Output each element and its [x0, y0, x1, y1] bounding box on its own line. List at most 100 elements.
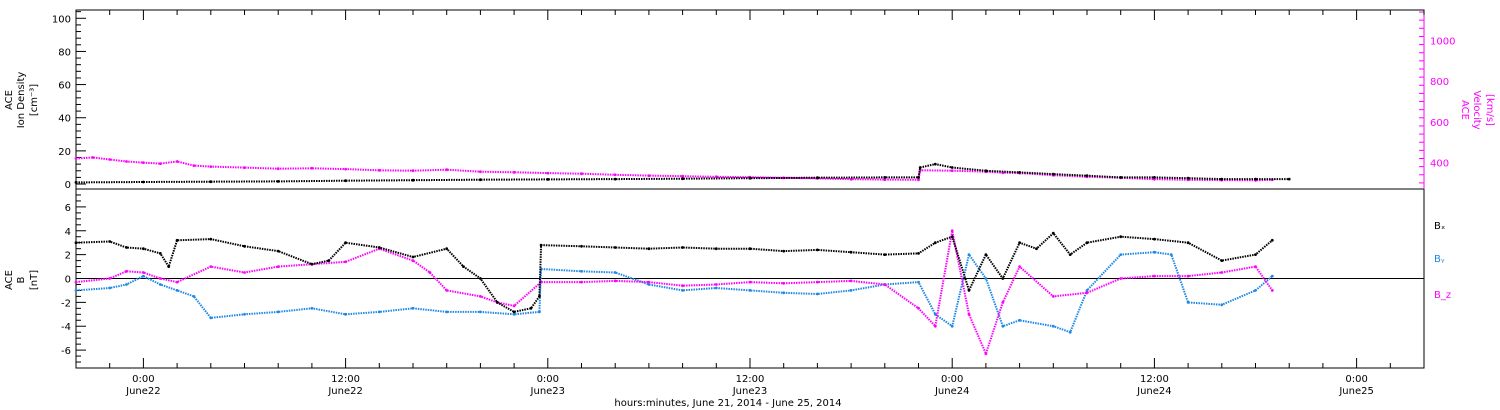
b-field-tick-label: 6 [65, 203, 71, 214]
date-tick-label: June22 [327, 386, 363, 397]
bx-series-point [1254, 253, 1257, 256]
by-series-point [1270, 274, 1274, 278]
by-series-point [1119, 253, 1123, 256]
velocity-series-point [512, 170, 516, 174]
density-series-point [816, 176, 819, 180]
bx-series-point [445, 247, 449, 251]
velocity-axis-ticks: 400 600 800 1000 [1419, 10, 1455, 189]
by-series-point [950, 324, 954, 328]
bx-series-point [479, 277, 482, 280]
bx-series-point [243, 244, 246, 248]
velocity-series-point [445, 168, 449, 172]
bx-series-point [681, 246, 684, 249]
velocity-series-point [125, 160, 128, 163]
bx-series-point [647, 247, 651, 251]
density-tick-label: 100 [52, 14, 71, 25]
date-tick-label: June23 [732, 386, 768, 397]
velocity-tick-label: 800 [1430, 77, 1449, 88]
density-series-point [1254, 177, 1257, 181]
by-series-point [782, 291, 786, 295]
density-tick-label: 60 [58, 81, 71, 92]
bx-series-point [714, 247, 718, 251]
bx-series-point [984, 253, 988, 256]
velocity-series-point [580, 172, 583, 176]
legend-bz: B_z [1434, 290, 1451, 301]
bx-series-point [276, 249, 280, 253]
b-field-axis-ticks: -6 -4 -2 0 2 4 6 [61, 194, 1424, 363]
velocity-series-point [377, 168, 381, 172]
density-series-point [613, 177, 617, 181]
bz-series-point [1001, 301, 1005, 304]
bz-series-point [1220, 271, 1224, 274]
density-series-point [984, 169, 988, 173]
velocity-axis-label-line2: Velocity [1471, 90, 1482, 129]
bz-series-point [445, 289, 449, 292]
b-field-axis-label-line2: B [16, 276, 27, 283]
b-field-axis-label-line1: ACE [4, 270, 15, 290]
density-series-point [1220, 177, 1224, 181]
bx-series-point [580, 244, 583, 248]
bx-series-point [462, 265, 465, 268]
bx-series-point [613, 246, 617, 249]
by-series-point [613, 271, 617, 274]
bz-series-point [344, 260, 347, 264]
velocity-series-point [681, 174, 684, 178]
bz-series-point [411, 259, 415, 262]
bz-series-point [681, 284, 684, 288]
bx-series-point [1153, 237, 1156, 241]
b-field-tick-label: 0 [65, 275, 71, 286]
by-series-point [1153, 250, 1156, 254]
by-series-point [580, 269, 583, 273]
velocity-series-point [647, 174, 651, 178]
time-axis-label: hours:minutes, June 21, 2014 - June 25, … [614, 398, 841, 409]
bx-series-point [1001, 277, 1005, 280]
bx-series-point [344, 241, 347, 245]
bz-series-point [74, 280, 78, 284]
top-panel-frame [75, 9, 1425, 190]
velocity-series-point [209, 165, 213, 169]
velocity-series-point [243, 166, 246, 170]
by-series-point [74, 289, 78, 292]
density-axis-label-line2: Ion Density [16, 72, 27, 129]
bx-series-point [175, 238, 179, 242]
time-axis-ticks: 0:00June2212:00June220:00June2312:00June… [75, 10, 1425, 397]
bz-series-point [125, 269, 128, 273]
bx-series-point [1270, 238, 1274, 242]
bz-series-point [580, 280, 583, 284]
density-series-point [1287, 177, 1291, 181]
bz-series-point [1186, 274, 1190, 278]
density-axis-title: ACE Ion Density [cm⁻³] [4, 72, 40, 129]
bz-series-point [428, 271, 432, 274]
density-series-point [276, 180, 280, 183]
velocity-series-point [192, 164, 196, 168]
by-series-point [681, 289, 684, 292]
by-series-point [647, 283, 651, 286]
by-series [75, 251, 1273, 334]
b-field-tick-label: 4 [65, 227, 71, 238]
b-field-legend: Bₓ Bᵧ B_z [1434, 221, 1451, 301]
bz-series-point [209, 265, 213, 268]
density-series-point [1186, 176, 1190, 180]
by-series-point [933, 312, 937, 316]
density-series-point [344, 179, 347, 183]
bz-series-point [108, 277, 112, 280]
bx-series-point [327, 259, 331, 262]
density-series-point [1018, 171, 1021, 174]
bx-series-point [158, 252, 162, 255]
by-series-point [175, 289, 179, 292]
density-series-point [411, 178, 415, 182]
by-series-point [816, 292, 819, 296]
density-series-point [209, 180, 213, 184]
legend-bx: Bₓ [1434, 221, 1445, 232]
bz-series-point [1270, 289, 1274, 292]
by-series-point [1068, 330, 1072, 334]
velocity-series-point [158, 162, 162, 166]
b-field-tick-label: 2 [65, 251, 71, 262]
velocity-series-point [142, 161, 145, 165]
velocity-series-point [175, 160, 179, 163]
bz-series-point [647, 280, 651, 284]
velocity-tick-label: 400 [1430, 159, 1449, 170]
by-series-point [1186, 301, 1190, 304]
density-series-point [1085, 174, 1089, 178]
date-tick-label: June24 [934, 386, 970, 397]
